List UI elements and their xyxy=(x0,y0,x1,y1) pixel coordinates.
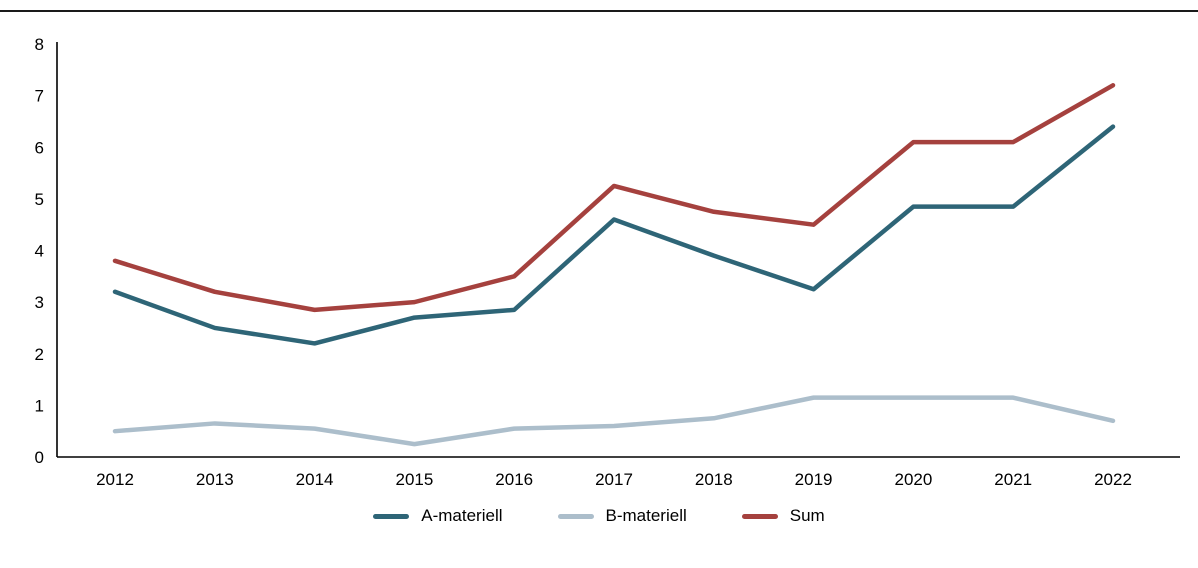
x-tick-label: 2018 xyxy=(695,470,733,489)
legend-swatch xyxy=(741,513,778,519)
legend-swatch xyxy=(557,513,594,519)
y-tick-label: 5 xyxy=(35,190,44,209)
line-chart: 0 1 2 3 4 5 6 7 8 2012 2013 2014 2015 2016 2017 2018 201… xyxy=(35,35,1180,489)
x-tick-label: 2013 xyxy=(196,470,234,489)
x-tick-label: 2017 xyxy=(595,470,633,489)
series-line-a-materiell xyxy=(112,124,1116,346)
x-tick-label: 2014 xyxy=(296,470,334,489)
legend-item-a-materiell: A-materiell xyxy=(373,506,503,526)
y-tick-label: 8 xyxy=(35,35,44,54)
y-tick-label: 0 xyxy=(35,448,44,467)
y-tick-label: 7 xyxy=(35,87,44,106)
legend-label: Sum xyxy=(789,506,825,525)
x-tick-label: 2022 xyxy=(1094,470,1132,489)
series-line-sum xyxy=(112,83,1116,313)
y-tick-label: 4 xyxy=(35,242,44,261)
x-tick-label: 2021 xyxy=(994,470,1032,489)
y-tick-label: 6 xyxy=(35,138,44,157)
y-tick-label: 2 xyxy=(35,345,44,364)
legend-swatch xyxy=(373,513,410,519)
legend-item-sum: Sum xyxy=(741,506,825,526)
figure-top-border xyxy=(0,10,1198,12)
x-tick-label: 2020 xyxy=(894,470,932,489)
chart-legend: A-materiell B-materiell Sum xyxy=(0,506,1198,526)
y-tick-label: 3 xyxy=(35,293,44,312)
x-tick-label: 2012 xyxy=(96,470,134,489)
x-tick-label: 2019 xyxy=(795,470,833,489)
x-tick-label: 2015 xyxy=(395,470,433,489)
legend-label: B-materiell xyxy=(605,506,687,525)
x-tick-label: 2016 xyxy=(495,470,533,489)
legend-item-b-materiell: B-materiell xyxy=(557,506,687,526)
legend-label: A-materiell xyxy=(421,506,503,525)
y-tick-label: 1 xyxy=(35,396,44,415)
series-line-b-materiell xyxy=(112,395,1116,447)
